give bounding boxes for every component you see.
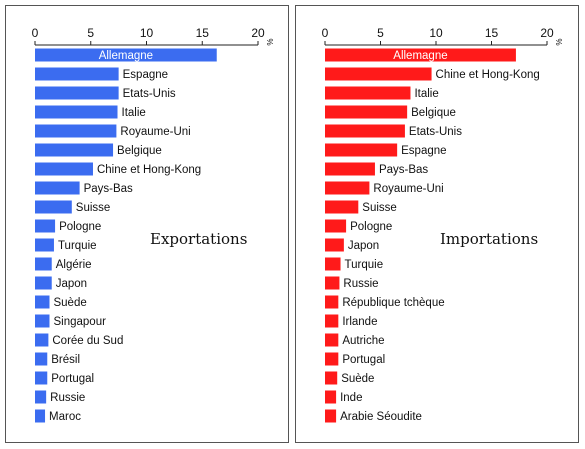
bar-label: Allemagne: [99, 50, 153, 62]
x-tick-label: 10: [140, 26, 154, 40]
bar-label: Pologne: [350, 221, 392, 233]
bar-label: Japon: [56, 278, 87, 290]
x-tick-label: 15: [485, 26, 499, 40]
exports-panel-frame: [5, 5, 289, 443]
bar: [35, 219, 56, 233]
bar-label: Chine et Hong-Kong: [436, 69, 540, 81]
bar-label: Portugal: [342, 354, 385, 366]
bar-label: Turquie: [345, 259, 384, 271]
bar-label: Maroc: [49, 411, 81, 423]
bar: [325, 67, 432, 81]
bar-label: Russie: [343, 278, 378, 290]
bar-label: Suède: [53, 297, 86, 309]
x-tick-label: 15: [196, 26, 210, 40]
unit-label: %: [265, 38, 274, 45]
panel-title: Importations: [440, 230, 538, 248]
bar: [325, 257, 341, 271]
x-tick-label: 0: [32, 26, 39, 40]
bar: [35, 314, 50, 328]
bar: [35, 352, 48, 366]
bar-label: Pays-Bas: [379, 164, 428, 176]
bar: [35, 124, 117, 138]
bar: [35, 143, 114, 157]
bar: [325, 371, 338, 385]
bar: [35, 162, 93, 176]
imports-chart: 0 5 10 15 20% Allemagne Chine et Hong-Kong Ital…: [322, 26, 563, 423]
bar: [325, 390, 337, 404]
bar-label: République tchèque: [342, 297, 444, 309]
bar-label: Portugal: [51, 373, 94, 385]
bar: [325, 143, 398, 157]
unit-label: %: [554, 38, 563, 45]
bar-label: Inde: [340, 392, 362, 404]
bar: [325, 295, 339, 309]
bar: [325, 105, 408, 119]
bar-label: Singapour: [53, 316, 106, 328]
bar-label: Suède: [341, 373, 374, 385]
bar-label: Allemagne: [393, 50, 447, 62]
bar: [325, 409, 337, 423]
bar-label: Russie: [50, 392, 85, 404]
bar-label: Suisse: [76, 202, 111, 214]
bar-label: Suisse: [362, 202, 397, 214]
bar-label: Pologne: [59, 221, 101, 233]
bar: [325, 48, 516, 62]
bar: [325, 238, 344, 252]
bar: [35, 257, 52, 271]
bar: [325, 181, 370, 195]
bar: [325, 86, 411, 100]
x-tick-label: 5: [87, 26, 94, 40]
bar: [325, 200, 359, 214]
bar-label: Brésil: [51, 354, 80, 366]
bar: [35, 48, 217, 62]
bar-label: Royaume-Uni: [373, 183, 443, 195]
bar: [35, 295, 50, 309]
bar: [325, 352, 339, 366]
exports-chart: 0 5 10 15 20% Allemagne Espagne Etats-Unis Itali…: [32, 26, 274, 423]
bar-label: Espagne: [123, 69, 168, 81]
x-tick-label: 5: [377, 26, 384, 40]
bar-label: Algérie: [56, 259, 92, 271]
bar-label: Corée du Sud: [52, 335, 123, 347]
bar: [325, 314, 339, 328]
bar: [35, 371, 48, 385]
bar-label: Belgique: [411, 107, 456, 119]
bar: [35, 200, 72, 214]
bar-label: Etats-Unis: [123, 88, 176, 100]
bar: [35, 238, 54, 252]
x-tick-label: 10: [429, 26, 443, 40]
bar-label: Belgique: [117, 145, 162, 157]
bar-label: Chine et Hong-Kong: [97, 164, 201, 176]
bar-label: Italie: [122, 107, 146, 119]
x-tick-label: 0: [322, 26, 329, 40]
bar-label: Etats-Unis: [409, 126, 462, 138]
bar: [35, 409, 46, 423]
bar-label: Italie: [414, 88, 438, 100]
bar-label: Pays-Bas: [84, 183, 133, 195]
bar: [35, 181, 80, 195]
bar-label: Espagne: [401, 145, 446, 157]
x-tick-label: 20: [251, 26, 265, 40]
bar: [325, 162, 375, 176]
bar-label: Royaume-Uni: [120, 126, 190, 138]
bar: [325, 276, 340, 290]
bar-label: Arabie Séoudite: [340, 411, 422, 423]
bar: [35, 105, 118, 119]
x-tick-label: 20: [540, 26, 554, 40]
bar: [325, 219, 347, 233]
panel-title: Exportations: [150, 230, 247, 248]
bar-label: Turquie: [58, 240, 97, 252]
bar: [35, 333, 49, 347]
bar-label: Irlande: [342, 316, 377, 328]
bar: [35, 390, 47, 404]
bar: [35, 276, 52, 290]
bar: [325, 333, 339, 347]
bar: [35, 86, 119, 100]
bar: [35, 67, 119, 81]
bar-label: Autriche: [342, 335, 384, 347]
imports-panel-frame: [295, 5, 579, 443]
bar: [325, 124, 405, 138]
bar-label: Japon: [348, 240, 379, 252]
